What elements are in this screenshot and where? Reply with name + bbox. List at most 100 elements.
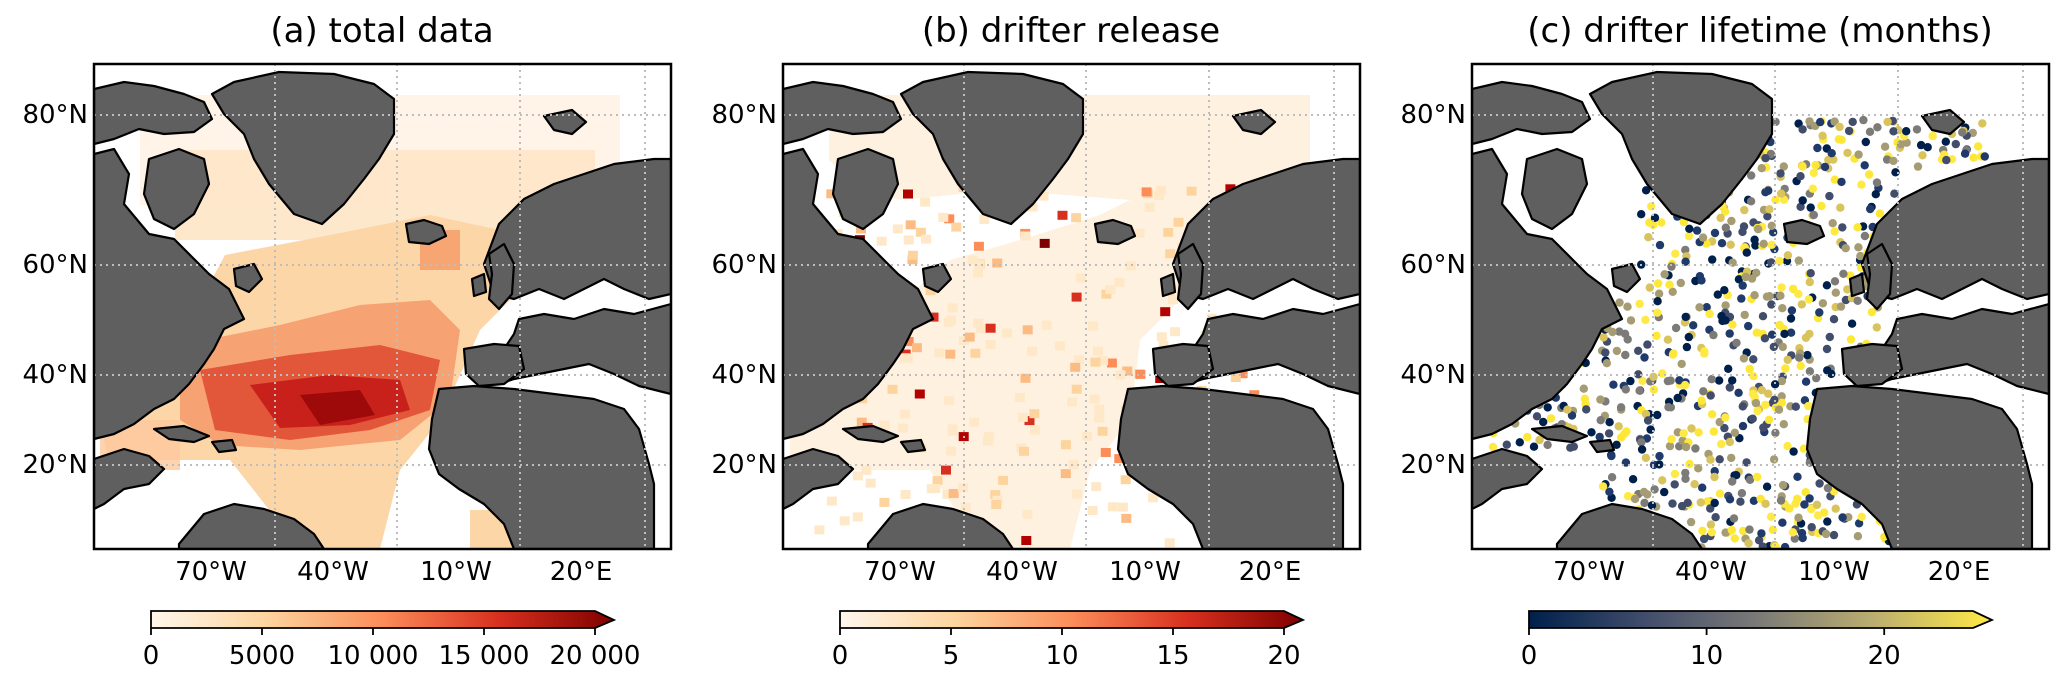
panel-c-drifter-point: [1671, 323, 1681, 333]
panel-c-drifter-point: [1730, 428, 1740, 437]
panel-c-drifter-point: [1831, 504, 1840, 513]
panel-c-lat-20: 20°N: [1400, 450, 1466, 480]
panel-b-cell: [1230, 373, 1241, 382]
panel-c-drifter-point: [1721, 223, 1731, 232]
panel-b-cell: [1170, 327, 1181, 337]
panel-c-drifter-point: [1738, 281, 1747, 290]
panel-c-drifter-point: [1720, 207, 1730, 216]
panel-c-drifter-point: [1829, 530, 1839, 540]
panel-c-drifter-point: [1787, 306, 1797, 315]
panel-c-drifter-point: [1812, 500, 1822, 509]
panel-b-land-iceland: [1093, 218, 1137, 246]
panel-c-colorbar-bar: [1528, 610, 1995, 629]
panel-c-drifter-point: [1582, 405, 1591, 414]
panel-b-lat-20: 20°N: [711, 450, 777, 480]
panel-c-lat-40: 40°N: [1400, 360, 1466, 390]
panel-c-drifter-point: [1761, 154, 1770, 163]
panel-c-drifter-point: [1767, 221, 1777, 230]
panel-c-drifter-point: [1623, 302, 1632, 311]
panel-c-drifter-point: [1794, 256, 1804, 265]
panel-c-land-ireland: [1848, 272, 1866, 298]
panel-c-drifter-point: [1681, 442, 1691, 452]
panel-c-drifter-point: [1637, 210, 1646, 219]
panel-c-drifter-point: [1844, 126, 1854, 136]
panel-c-drifter-point: [1706, 391, 1715, 400]
panel-c-drifter-point: [1779, 420, 1789, 429]
panel-c-land-cuba: [1530, 424, 1589, 444]
panel-c-drifter-point: [1543, 403, 1552, 412]
panel-b-cell: [992, 258, 1003, 268]
panel-b-cell: [1057, 210, 1068, 220]
panel-c-drifter-point: [1803, 350, 1812, 360]
panel-b-land-south-america: [866, 502, 1015, 549]
panel-c-drifter-point: [1865, 127, 1875, 136]
panel-b-cell: [1075, 273, 1086, 283]
panel-c-land-scandinavia: [1860, 157, 2049, 301]
panel-c-drifter-point: [1744, 539, 1753, 548]
panel-c-drifter-point: [1663, 335, 1673, 344]
panel-c-drifter-point: [1754, 536, 1764, 545]
panel-b-cell: [898, 423, 908, 433]
panel-c-drifter-point: [1766, 512, 1776, 521]
panel-c-drifter-point: [1671, 249, 1680, 258]
panel-b-cell: [974, 260, 985, 270]
panel-c-drifter-point: [1776, 291, 1785, 300]
panel-c-lon-70w: 70°W: [1553, 557, 1625, 587]
panel-c-drifter-point: [1664, 403, 1673, 412]
panel-c-drifter-point: [1841, 244, 1850, 253]
panel-c-drifter-point: [1838, 513, 1847, 522]
panel-b-cell: [938, 212, 949, 222]
panel-b-cell: [948, 489, 959, 498]
panel-b-cell: [1024, 416, 1035, 426]
panel-b-land-ireland: [1159, 272, 1177, 298]
panel-c-drifter-point: [1732, 338, 1741, 348]
panel-c-drifter-point: [1913, 162, 1923, 171]
panel-c-drifter-point: [1942, 155, 1951, 165]
panel-c-drifter-point: [1645, 283, 1655, 292]
panel-c-drifter-point: [1637, 438, 1646, 447]
panel-c-drifter-point: [1595, 432, 1604, 442]
panel-c-drifter-point: [1778, 480, 1788, 490]
panel-c-drifter-point: [1686, 517, 1696, 527]
panel-b-land-africa: [1116, 384, 1345, 549]
panel-c-drifter-point: [1738, 526, 1748, 536]
panel-a-land-south-america: [177, 502, 326, 549]
panel-c-drifter-point: [1623, 335, 1632, 344]
panel-c-drifter-point: [1612, 346, 1622, 356]
panel-c-drifter-point: [1728, 258, 1737, 267]
panel-c-drifter-point: [1580, 394, 1590, 403]
panel-b-cell: [1141, 187, 1152, 197]
panel-c-drifter-point: [1725, 383, 1735, 392]
panel-c-drifter-point: [1666, 376, 1675, 385]
panel-b-cell: [1068, 460, 1079, 470]
panel-b-cell: [973, 241, 984, 251]
panel-c-drifter-point: [1916, 140, 1926, 150]
panel-c-drifter-point: [1539, 417, 1548, 427]
panel-c-drifter-point: [1846, 335, 1856, 344]
panel-b-cell: [911, 343, 922, 353]
panel-c-drifter-point: [1912, 125, 1922, 134]
panel-c-drifter-point: [1751, 399, 1761, 408]
panel-c-drifter-point: [1786, 328, 1796, 337]
panel-c-drifter-point: [1634, 346, 1643, 355]
panel-b-cell: [964, 332, 975, 342]
panel-a-gridlines: [94, 64, 671, 549]
panel-a-colorbar-tick-label: 5000: [229, 641, 295, 671]
panel-c-drifter-point: [1740, 205, 1749, 215]
panel-c-drifter-point: [1795, 353, 1804, 362]
panel-b-colorbar-tick-label: 10: [1045, 641, 1078, 671]
panel-c-drifter-point: [1658, 369, 1667, 378]
panel-c-drifter-point: [1872, 178, 1882, 187]
panel-c-drifter-point: [1634, 370, 1643, 379]
panel-c-drifter-point: [1645, 218, 1654, 227]
panel-c-drifter-point: [1822, 281, 1832, 290]
panel-c-drifter-point: [1653, 279, 1663, 288]
panel-c-drifter-point: [1721, 316, 1730, 325]
panel-c-drifter-point: [1774, 405, 1784, 414]
panel-c-drifter-point: [1697, 396, 1706, 405]
panel-c-drifter-point: [1699, 534, 1709, 544]
panel-c-drifter-point: [1889, 127, 1898, 136]
panel-c-drifter-point: [1809, 168, 1819, 178]
panel-c-drifter-point: [1679, 429, 1688, 438]
panel-c-drifter-point: [1805, 117, 1814, 126]
